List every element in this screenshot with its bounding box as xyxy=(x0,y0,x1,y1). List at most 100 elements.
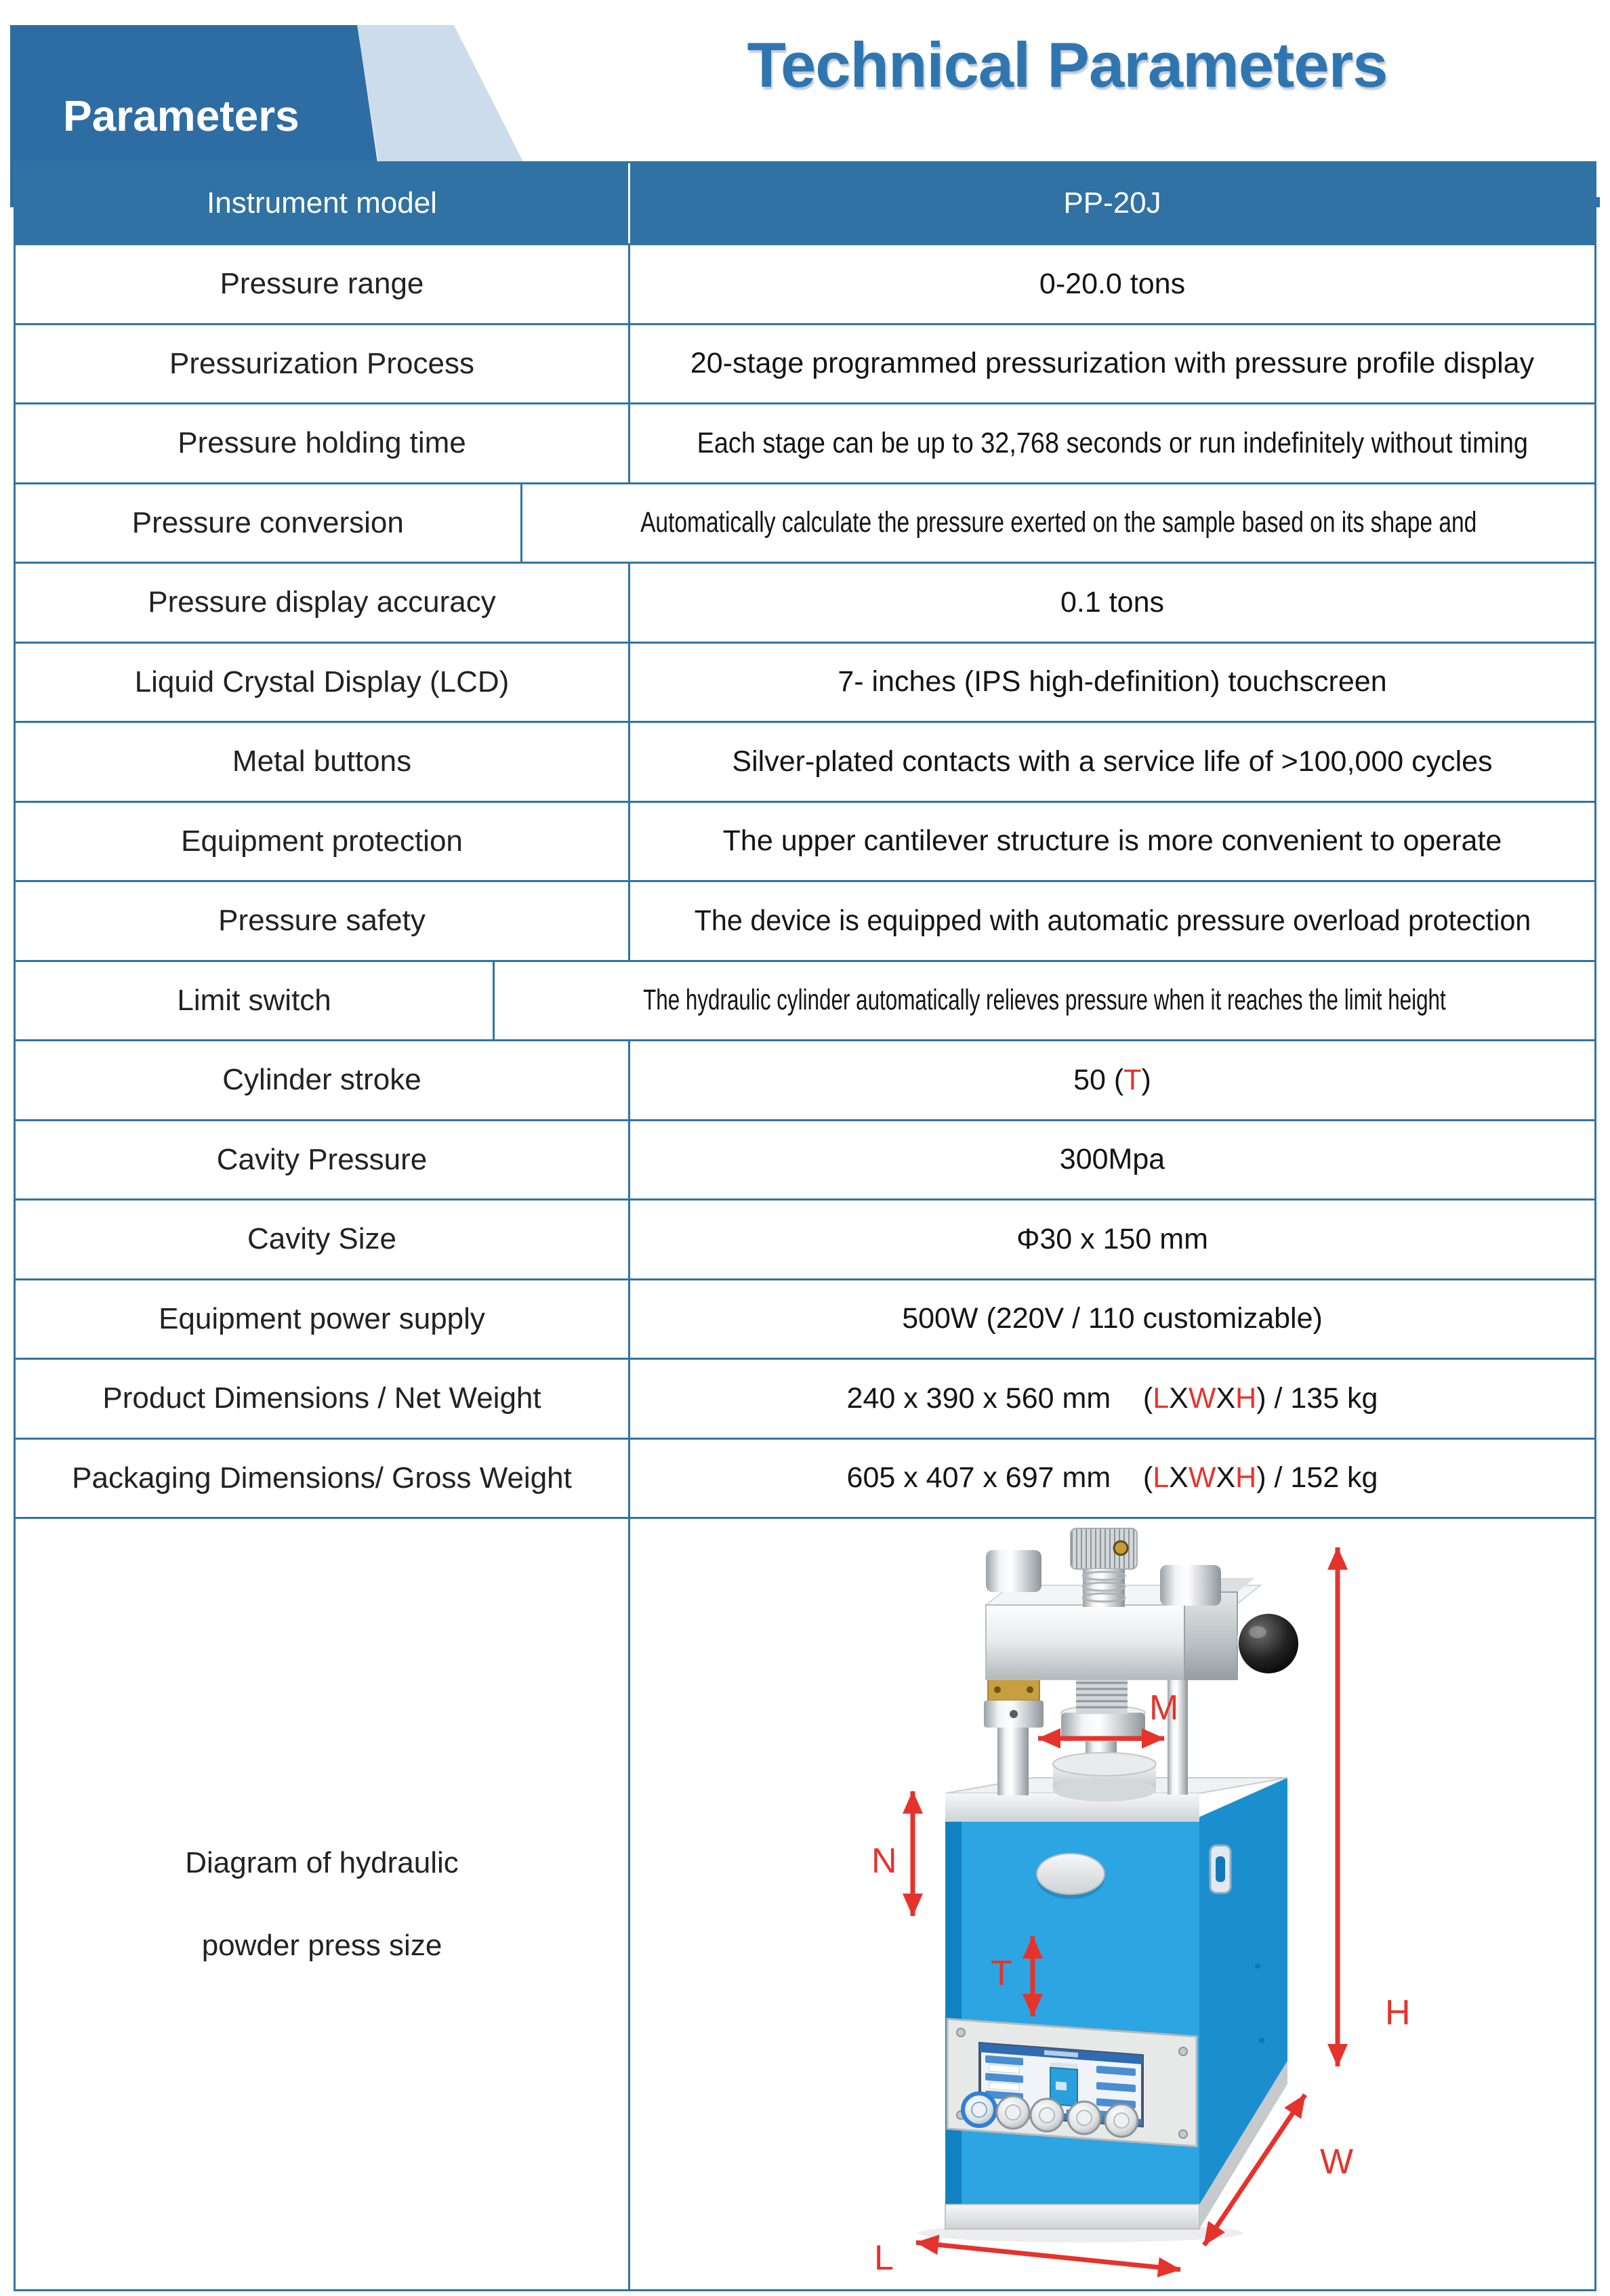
row-value-text: The device is equipped with automatic pr… xyxy=(694,904,1531,937)
row-label: Pressure conversion xyxy=(16,484,522,562)
table-row: Packaging Dimensions/ Gross Weight 605 x… xyxy=(16,1437,1594,1517)
row-value: The device is equipped with automatic pr… xyxy=(630,882,1594,960)
row-label: Pressure range xyxy=(16,245,630,323)
row-label: Limit switch xyxy=(16,961,495,1039)
right-rod-cap xyxy=(1160,1565,1221,1606)
table-row: Cylinder stroke 50 (T) xyxy=(16,1039,1594,1119)
row-label: Liquid Crystal Display (LCD) xyxy=(16,643,630,721)
lead-screw xyxy=(1076,1679,1128,1714)
row-label: Cylinder stroke xyxy=(16,1041,630,1119)
row-value: 50 (T) xyxy=(630,1041,1594,1119)
table-row: Pressure display accuracy 0.1 tons xyxy=(16,562,1594,642)
row-value: 7- inches (IPS high-definition) touchscr… xyxy=(838,665,1387,698)
page-title: Technical Parameters xyxy=(747,29,1388,100)
row-value: 240 x 390 x 560 mm (L X W X H) / 135 kg xyxy=(630,1360,1594,1438)
diagram-label-line1: Diagram of hydraulic xyxy=(185,1845,459,1879)
table-row: Pressure safety The device is equipped w… xyxy=(16,880,1594,960)
row-label: Cavity Pressure xyxy=(16,1121,630,1198)
dim-separator: X xyxy=(1216,1461,1236,1495)
dim-letter-W: W xyxy=(1188,1381,1216,1415)
dim-letter-H: H xyxy=(1235,1381,1257,1415)
diagram-label-cell: Diagram of hydraulic powder press size xyxy=(16,1519,630,2289)
row-value: 0.1 tons xyxy=(1060,585,1164,619)
table-row: Pressure conversion Automatically calcul… xyxy=(16,482,1594,562)
row-dims-text: 605 x 407 x 697 mm ( xyxy=(846,1461,1153,1495)
row-value: Silver-plated contacts with a service li… xyxy=(732,745,1493,778)
dimension-labels: M N T H W L xyxy=(871,1688,1411,2278)
base-strip xyxy=(945,2204,1200,2230)
table-row: Limit switch The hydraulic cylinder auto… xyxy=(16,959,1594,1040)
dimension-arrows xyxy=(903,1547,1348,2278)
left-piston-rod xyxy=(997,1726,1029,1795)
row-label: Pressure display accuracy xyxy=(16,564,630,642)
row-weight-text: ) / 152 kg xyxy=(1256,1461,1378,1495)
row-value-red-letter: T xyxy=(1123,1063,1142,1096)
row-value: 0-20.0 tons xyxy=(1039,267,1186,300)
label-N: N xyxy=(871,1841,897,1881)
row-value: Automatically calculate the pressure exe… xyxy=(522,484,1594,562)
table-row: Cavity Size Φ30 x 150 mm xyxy=(16,1198,1594,1278)
row-label: Pressure safety xyxy=(16,882,630,960)
machine-body xyxy=(945,1777,1288,2230)
arrow-W xyxy=(1202,2093,1307,2247)
diagram-label-line2: powder press size xyxy=(201,1928,442,1962)
row-value: The hydraulic cylinder automatically rel… xyxy=(495,962,1594,1040)
ribbon-label: Parameters xyxy=(63,91,300,140)
dim-separator: X xyxy=(1169,1381,1189,1415)
table-row: Pressure holding time Each stage can be … xyxy=(16,402,1594,482)
control-panel xyxy=(946,2018,1198,2148)
row-label: Cavity Size xyxy=(16,1201,630,1278)
table-row: Pressurization Process 20-stage programm… xyxy=(16,322,1594,402)
label-H: H xyxy=(1385,1993,1411,2032)
table-row: Equipment protection The upper cantileve… xyxy=(16,800,1594,880)
door-oval-handle xyxy=(1036,1853,1105,1895)
label-T: T xyxy=(991,1954,1012,1993)
row-label: Equipment power supply xyxy=(16,1280,630,1358)
arrow-L xyxy=(915,2234,1181,2278)
row-value: 20-stage programmed pressurization with … xyxy=(690,347,1535,380)
dim-letter-H: H xyxy=(1235,1461,1257,1495)
table-row: Product Dimensions / Net Weight 240 x 39… xyxy=(16,1358,1594,1438)
table-row: Pressure range 0-20.0 tons xyxy=(16,243,1594,323)
row-value: Φ30 x 150 mm xyxy=(1016,1222,1208,1255)
knurled-knob xyxy=(1070,1528,1138,1607)
row-label: Pressurization Process xyxy=(16,325,630,402)
row-value: 300Mpa xyxy=(1059,1143,1165,1176)
row-weight-text: ) / 135 kg xyxy=(1256,1381,1378,1415)
label-M: M xyxy=(1149,1688,1178,1728)
row-dims-text: 240 x 390 x 560 mm ( xyxy=(846,1381,1153,1415)
row-value-text: Each stage can be up to 32,768 seconds o… xyxy=(697,426,1528,459)
table-row: Cavity Pressure 300Mpa xyxy=(16,1119,1594,1198)
label-L: L xyxy=(874,2238,894,2278)
table-header-row: Instrument model PP-20J xyxy=(16,163,1594,243)
dim-letter-L: L xyxy=(1153,1461,1170,1495)
row-label: Equipment protection xyxy=(16,802,630,880)
row-value-text: ) xyxy=(1141,1063,1151,1096)
row-value: Each stage can be up to 32,768 seconds o… xyxy=(630,404,1594,482)
row-label: Metal buttons xyxy=(16,723,630,801)
row-label: Product Dimensions / Net Weight xyxy=(16,1360,630,1438)
row-label: Packaging Dimensions/ Gross Weight xyxy=(16,1439,630,1517)
row-label: Pressure holding time xyxy=(16,404,630,482)
header-label-cell: Instrument model xyxy=(16,163,630,243)
dim-separator: X xyxy=(1216,1381,1236,1415)
panel-buttons xyxy=(961,2091,1139,2138)
table-row: Equipment power supply 500W (220V / 110 … xyxy=(16,1278,1594,1358)
left-piston-cap xyxy=(986,1550,1041,1592)
header-value-cell: PP-20J xyxy=(1063,186,1161,220)
dim-letter-L: L xyxy=(1153,1381,1170,1415)
label-W: W xyxy=(1320,2142,1353,2182)
ball-handle xyxy=(1239,1614,1298,1673)
dim-letter-W: W xyxy=(1188,1461,1216,1495)
row-value: The upper cantilever structure is more c… xyxy=(722,825,1502,858)
row-value-text: Automatically calculate the pressure exe… xyxy=(640,506,1477,539)
diagram-row: Diagram of hydraulic powder press size xyxy=(16,1517,1594,2289)
table-row: Metal buttons Silver-plated contacts wit… xyxy=(16,721,1594,801)
row-value-text: 50 ( xyxy=(1073,1063,1124,1096)
row-value: 500W (220V / 110 customizable) xyxy=(902,1302,1323,1335)
product-photo-hydraulic-press: M N T H W L xyxy=(871,1528,1411,2278)
table-row: Liquid Crystal Display (LCD) 7- inches (… xyxy=(16,641,1594,721)
handle-bracket xyxy=(1184,1591,1238,1680)
row-value-text: The hydraulic cylinder automatically rel… xyxy=(643,984,1446,1017)
